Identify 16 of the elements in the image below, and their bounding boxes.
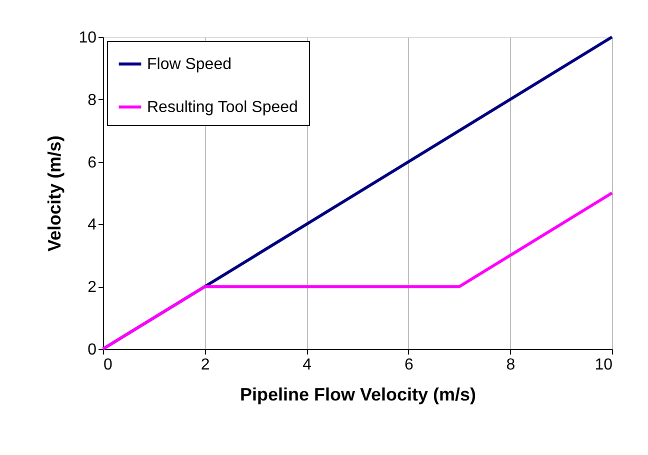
x-tick-label: 2 [200,356,210,374]
x-tick-label: 4 [302,356,312,374]
y-axis-title: Velocity (m/s) [44,135,65,252]
x-tick-label: 8 [506,356,516,374]
x-tick-label: 6 [404,356,414,374]
x-tick-label: 10 [594,356,613,374]
y-tick-label: 8 [88,92,97,109]
y-tick-label: 2 [88,279,97,296]
y-tick-label: 10 [78,30,97,46]
x-axis-title: Pipeline Flow Velocity (m/s) [240,384,476,404]
legend-label: Resulting Tool Speed [147,99,298,116]
y-tick-label: 0 [88,342,97,358]
y-tick-label: 4 [88,216,97,234]
y-tick-label: 6 [88,154,97,172]
x-tick-label: 0 [104,356,112,374]
legend-label: Flow Speed [147,56,232,73]
